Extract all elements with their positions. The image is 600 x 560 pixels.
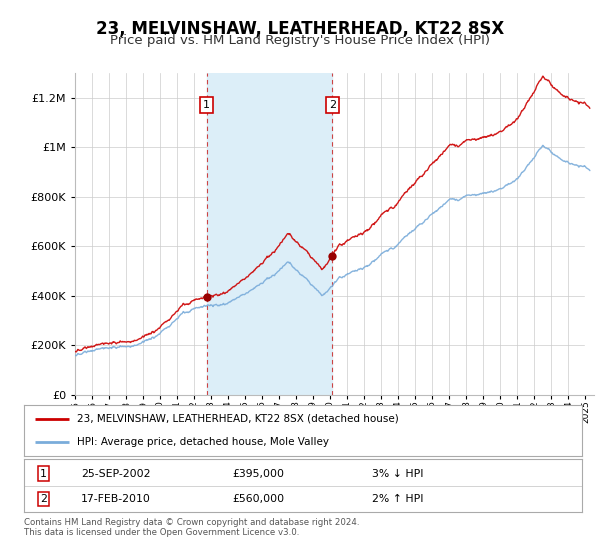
Bar: [586, 73, 594, 395]
Text: 25-SEP-2002: 25-SEP-2002: [82, 469, 151, 479]
Text: Price paid vs. HM Land Registry's House Price Index (HPI): Price paid vs. HM Land Registry's House …: [110, 34, 490, 46]
Text: 2% ↑ HPI: 2% ↑ HPI: [372, 494, 424, 504]
Text: 1: 1: [40, 469, 47, 479]
Text: 23, MELVINSHAW, LEATHERHEAD, KT22 8SX (detached house): 23, MELVINSHAW, LEATHERHEAD, KT22 8SX (d…: [77, 414, 399, 424]
Bar: [206, 73, 332, 395]
Text: £560,000: £560,000: [232, 494, 284, 504]
Text: Contains HM Land Registry data © Crown copyright and database right 2024.
This d: Contains HM Land Registry data © Crown c…: [24, 518, 359, 538]
Text: 2: 2: [40, 494, 47, 504]
Text: 17-FEB-2010: 17-FEB-2010: [81, 494, 151, 504]
Text: HPI: Average price, detached house, Mole Valley: HPI: Average price, detached house, Mole…: [77, 437, 329, 447]
Text: 2: 2: [329, 100, 336, 110]
Text: 1: 1: [203, 100, 210, 110]
Text: 3% ↓ HPI: 3% ↓ HPI: [372, 469, 424, 479]
Text: 23, MELVINSHAW, LEATHERHEAD, KT22 8SX: 23, MELVINSHAW, LEATHERHEAD, KT22 8SX: [96, 20, 504, 38]
Text: £395,000: £395,000: [232, 469, 284, 479]
